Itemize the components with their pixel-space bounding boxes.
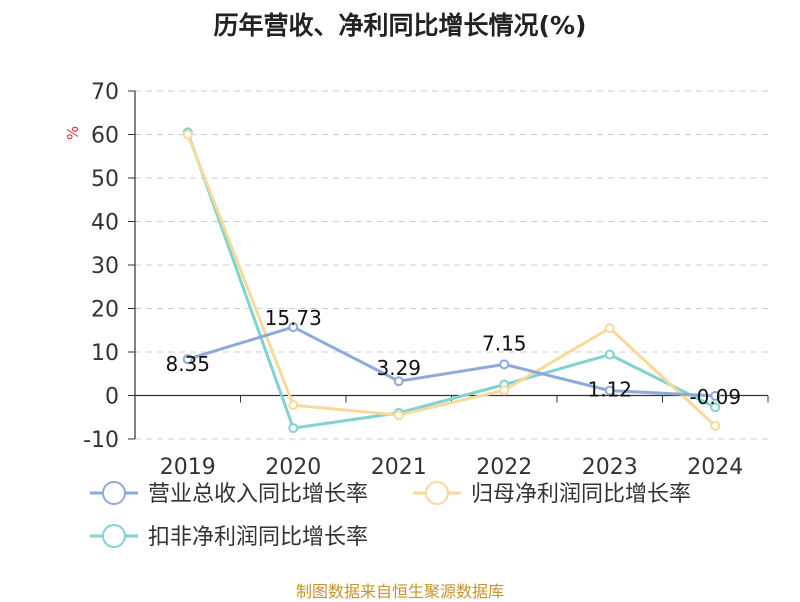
legend-item: 扣非净利润同比增长率 (90, 524, 368, 550)
data-point (499, 359, 510, 370)
x-tick-label: 2024 (687, 455, 743, 480)
data-point (604, 323, 615, 334)
y-tick-label: 70 (91, 80, 119, 105)
legend-label: 扣非净利润同比增长率 (148, 525, 368, 550)
data-point (182, 129, 193, 140)
x-tick-label: 2019 (160, 455, 216, 480)
data-point (393, 376, 404, 387)
data-label: 1.12 (587, 378, 632, 402)
x-tick-label: 2021 (371, 455, 427, 480)
data-point (604, 349, 615, 360)
data-point (710, 420, 721, 431)
x-tick-label: 2023 (582, 455, 638, 480)
data-label: 7.15 (482, 331, 527, 355)
series-line (187, 325, 716, 398)
data-point (182, 354, 193, 365)
y-tick-label: -10 (83, 428, 119, 453)
series-line (186, 133, 717, 428)
source-note: 制图数据来自恒生聚源数据库 (295, 582, 504, 601)
series-line (186, 131, 716, 430)
y-tick-label: 50 (91, 167, 119, 192)
y-tick-label: 0 (105, 385, 119, 410)
data-point (393, 410, 404, 421)
legend-label: 营业总收入同比增长率 (148, 482, 368, 507)
data-label: 8.35 (165, 352, 210, 376)
y-tick-label: 10 (91, 341, 119, 366)
y-axis-unit: % (64, 126, 82, 140)
legend-item: 营业总收入同比增长率 (90, 481, 368, 507)
y-tick-label: 30 (91, 254, 119, 279)
legend-swatch-marker (102, 524, 126, 548)
data-label: -0.09 (689, 385, 741, 409)
data-point (604, 385, 615, 396)
y-tick-label: 40 (91, 211, 119, 236)
data-point (710, 402, 721, 413)
data-label: 3.29 (376, 356, 421, 380)
chart-title: 历年营收、净利同比增长情况(%) (213, 11, 587, 40)
data-point (288, 423, 299, 434)
legend-swatch-marker (425, 481, 449, 505)
data-point (288, 400, 299, 411)
legend-swatch-marker (102, 481, 126, 505)
data-point (499, 385, 510, 396)
data-point (710, 390, 721, 401)
x-tick-label: 2022 (476, 455, 532, 480)
y-tick-label: 60 (91, 124, 119, 149)
y-tick-label: 20 (91, 298, 119, 323)
legend-label: 归母净利润同比增长率 (471, 482, 691, 507)
data-label: 15.73 (265, 306, 322, 330)
legend-item: 归母净利润同比增长率 (413, 481, 691, 507)
data-point (288, 322, 299, 333)
x-tick-label: 2020 (265, 455, 321, 480)
